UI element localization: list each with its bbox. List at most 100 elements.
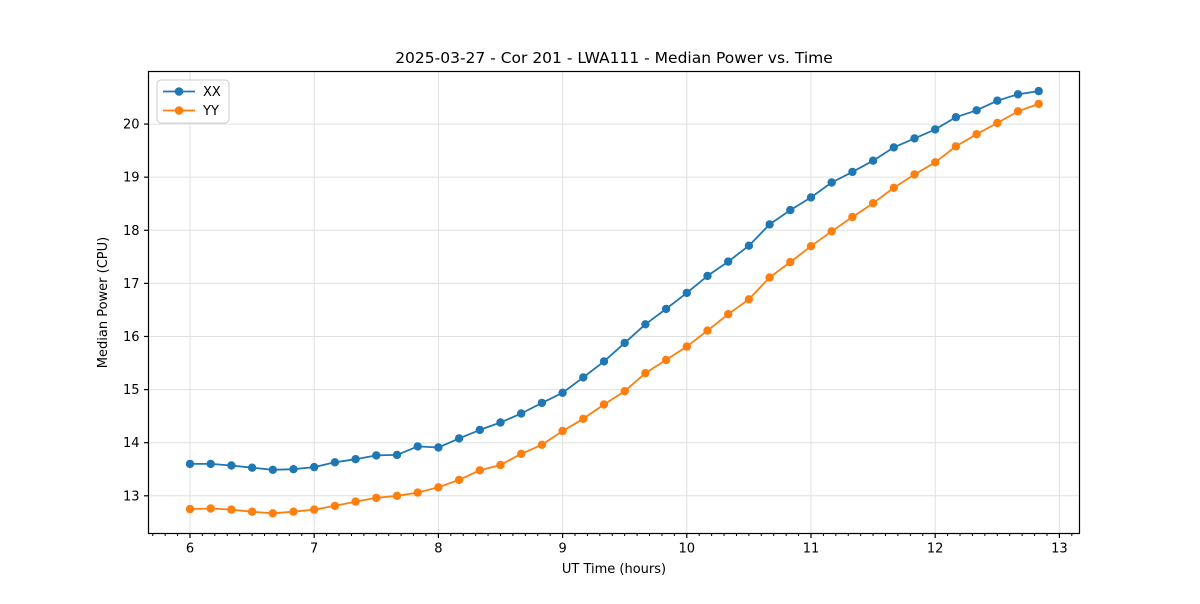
data-point: [247, 507, 257, 516]
data-point: [227, 461, 236, 470]
data-point: [806, 193, 816, 202]
series-line-yy: [189, 103, 1040, 515]
data-point: [558, 388, 567, 397]
data-point: [475, 466, 484, 475]
legend-label-yy: YY: [202, 104, 219, 119]
tick-layer: 6 7 8 9 10 11 12 13 13 14 15 16 17 18 19 20: [123, 118, 1073, 557]
x-axis-label: UT Time (hours): [562, 562, 666, 577]
y-tick-label: 20: [123, 118, 140, 133]
data-point: [620, 387, 629, 396]
data-point: [185, 459, 195, 469]
data-point: [454, 434, 464, 443]
data-point: [972, 130, 981, 139]
data-point: [330, 501, 340, 511]
y-tick-label: 14: [123, 436, 140, 451]
legend-label-xx: XX: [203, 85, 221, 100]
data-point: [1034, 86, 1043, 96]
data-point: [724, 310, 733, 319]
data-point: [641, 368, 650, 378]
data-point: [889, 143, 898, 152]
data-point: [268, 465, 277, 474]
legend-marker-xx: [174, 87, 184, 96]
data-point: [330, 458, 340, 467]
data-point: [931, 158, 940, 167]
data-point: [413, 488, 422, 497]
x-tick-label: 7: [310, 542, 318, 557]
x-tick-label: 6: [186, 542, 194, 557]
data-point: [993, 118, 1002, 128]
grid-layer: [148, 71, 1080, 534]
data-point: [703, 326, 712, 335]
data-point: [910, 134, 919, 143]
plot-area-border: [147, 70, 1081, 535]
data-point: [289, 507, 298, 516]
legend-item-xx: XX: [163, 85, 221, 100]
y-tick-label: 17: [123, 277, 140, 292]
data-point: [454, 475, 464, 485]
data-point: [993, 96, 1002, 105]
data-point: [496, 460, 505, 470]
data-point: [765, 220, 774, 229]
data-point: [185, 504, 195, 514]
series-line-xx: [189, 90, 1040, 471]
data-point: [641, 320, 650, 329]
data-point: [744, 241, 754, 250]
x-tick-label: 11: [803, 542, 820, 557]
data-point: [268, 509, 277, 518]
data-point: [848, 167, 857, 177]
data-point: [413, 442, 422, 451]
data-point: [806, 242, 816, 251]
x-tick-label: 8: [434, 542, 442, 557]
data-point: [827, 178, 836, 187]
data-point: [620, 338, 629, 348]
data-point: [848, 212, 857, 222]
series-yy: [185, 99, 1043, 518]
data-point: [1034, 99, 1043, 109]
data-point: [310, 462, 319, 472]
data-point: [206, 459, 215, 469]
data-point: [910, 170, 919, 179]
data-point: [765, 273, 774, 282]
data-point: [889, 183, 898, 192]
data-point: [931, 125, 940, 134]
data-point: [372, 451, 381, 460]
data-point: [579, 373, 588, 382]
data-point: [868, 199, 878, 208]
chart-title: 2025-03-27 - Cor 201 - LWA111 - Median P…: [395, 49, 833, 67]
data-point: [517, 409, 526, 418]
data-point: [744, 295, 754, 304]
y-axis-label: Median Power (CPU): [96, 237, 111, 368]
data-point: [868, 156, 878, 165]
data-point: [1013, 107, 1023, 116]
data-point: [661, 355, 671, 365]
data-point: [227, 505, 236, 514]
data-point: [537, 398, 547, 408]
y-tick-label: 15: [123, 383, 140, 398]
legend-marker-yy: [174, 106, 184, 115]
data-point: [289, 465, 298, 474]
y-tick-label: 13: [123, 489, 140, 504]
data-point: [786, 205, 795, 215]
data-point: [372, 493, 381, 503]
data-point: [206, 504, 215, 513]
data-point: [310, 505, 319, 514]
x-tick-label: 13: [1051, 542, 1068, 557]
data-point: [475, 425, 484, 435]
data-point: [661, 304, 671, 314]
data-point: [951, 142, 961, 151]
axes-frame: [147, 70, 1081, 535]
data-point: [351, 497, 360, 506]
data-point: [703, 271, 712, 281]
data-point: [351, 455, 360, 464]
data-point: [599, 357, 609, 366]
data-point: [392, 450, 402, 460]
data-point: [786, 257, 795, 267]
x-tick-label: 9: [558, 542, 566, 557]
data-point: [682, 288, 691, 298]
data-point: [599, 400, 609, 409]
data-point: [724, 257, 733, 266]
data-point: [434, 483, 443, 492]
data-point: [972, 106, 981, 115]
